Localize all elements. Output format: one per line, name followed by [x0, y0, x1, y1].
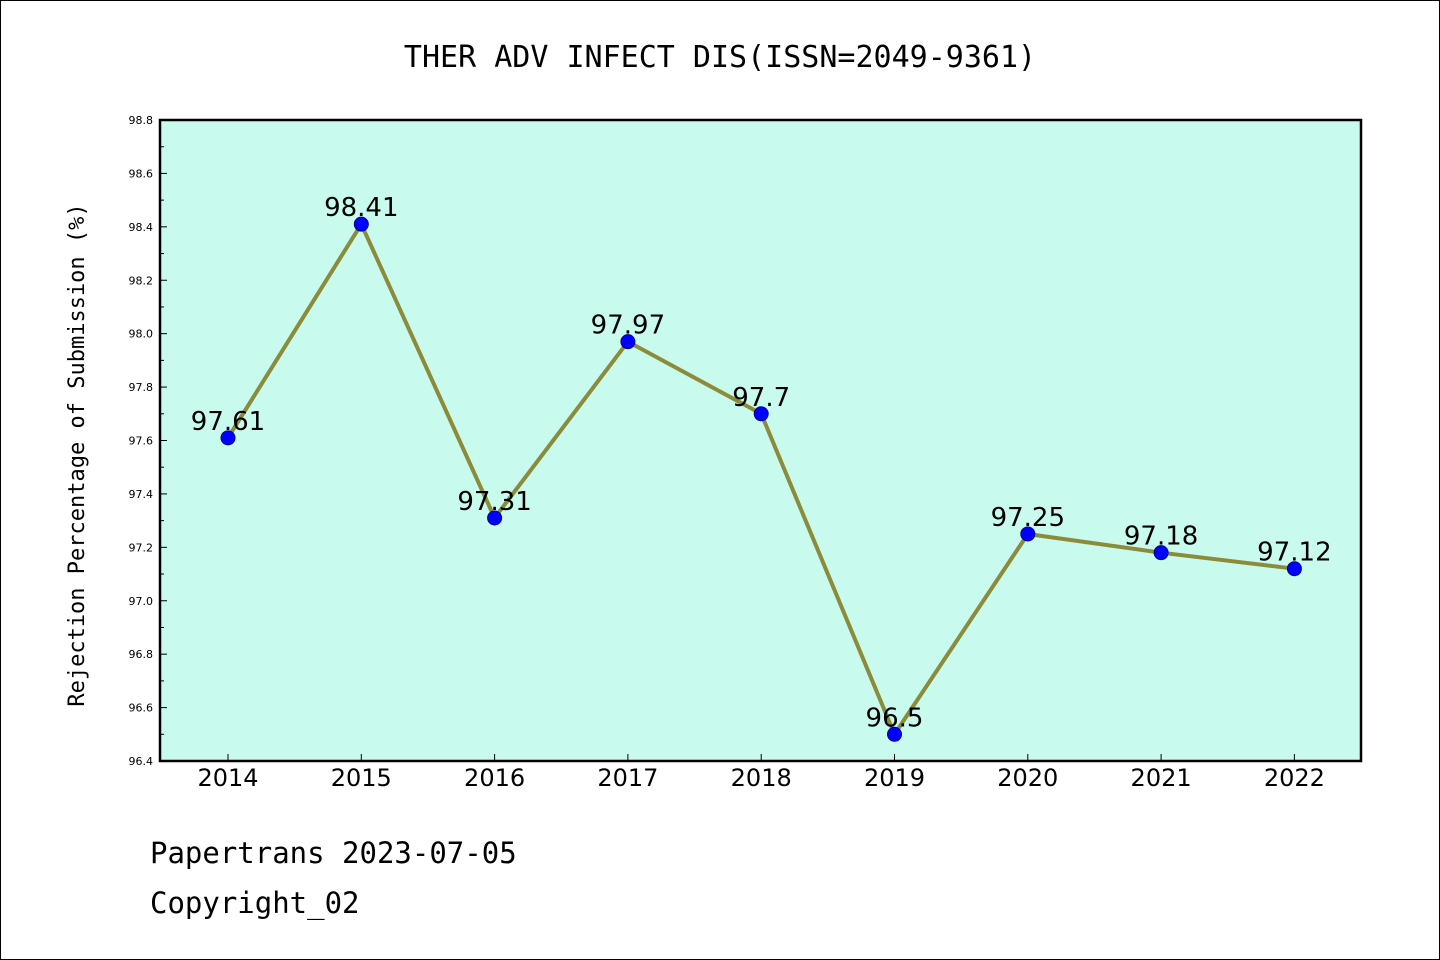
- x-tick-label: 2015: [331, 764, 392, 792]
- y-tick-label: 97.6: [129, 435, 154, 448]
- y-tick-label: 97.4: [129, 488, 154, 501]
- data-point: [220, 430, 236, 446]
- data-point: [1286, 561, 1302, 577]
- y-tick-label: 97.0: [129, 595, 154, 608]
- y-axis-ticks: 96.4 96.6 96.8 97.0 97.2 97.4 97.6 97.8 98.0 98.2…: [129, 114, 167, 768]
- y-tick-label: 96.6: [129, 702, 154, 715]
- data-label: 97.31: [457, 487, 531, 517]
- x-tick-label: 2021: [1131, 764, 1192, 792]
- data-point: [1153, 545, 1169, 561]
- data-point: [1020, 526, 1036, 542]
- y-tick-label: 98.6: [129, 167, 154, 180]
- data-point: [487, 510, 503, 526]
- series-rejection-rate: 97.61 98.41 97.31 97.97 97.7 96.5 97.25 97.18 97…: [191, 193, 1332, 742]
- footer-date: Papertrans 2023-07-05: [150, 836, 517, 870]
- y-tick-label: 98.4: [129, 221, 154, 234]
- y-tick-label: 98.8: [129, 114, 154, 127]
- data-label: 98.41: [324, 193, 398, 223]
- data-label: 97.25: [991, 503, 1065, 533]
- data-point: [753, 406, 769, 422]
- data-label: 97.12: [1257, 538, 1331, 568]
- x-tick-label: 2017: [597, 764, 658, 792]
- footer-copyright: Copyright_02: [150, 886, 360, 920]
- y-tick-label: 97.2: [129, 541, 154, 554]
- x-tick-label: 2022: [1264, 764, 1325, 792]
- y-tick-label: 98.2: [129, 274, 154, 287]
- x-tick-label: 2018: [731, 764, 792, 792]
- x-tick-label: 2014: [197, 764, 258, 792]
- data-point: [353, 216, 369, 232]
- y-tick-label: 97.8: [129, 381, 154, 394]
- x-tick-label: 2016: [464, 764, 525, 792]
- data-label: 96.5: [866, 703, 924, 733]
- x-axis-ticks: 2014 2015 2016 2017 2018 2019 2020 2021 2022: [197, 754, 1325, 792]
- y-axis-label: Rejection Percentage of Submission (%): [65, 203, 90, 706]
- data-point: [887, 726, 902, 742]
- data-label: 97.97: [591, 311, 665, 341]
- data-label: 97.7: [732, 383, 790, 413]
- data-label: 97.18: [1124, 522, 1198, 552]
- chart-title: THER ADV INFECT DIS(ISSN=2049-9361): [404, 40, 1036, 75]
- y-tick-label: 96.8: [129, 648, 154, 661]
- data-label: 97.61: [191, 407, 265, 437]
- x-tick-label: 2020: [997, 764, 1058, 792]
- x-tick-label: 2019: [864, 764, 925, 792]
- y-tick-label: 98.0: [129, 328, 154, 341]
- y-tick-label: 96.4: [129, 755, 154, 768]
- data-point: [620, 334, 636, 350]
